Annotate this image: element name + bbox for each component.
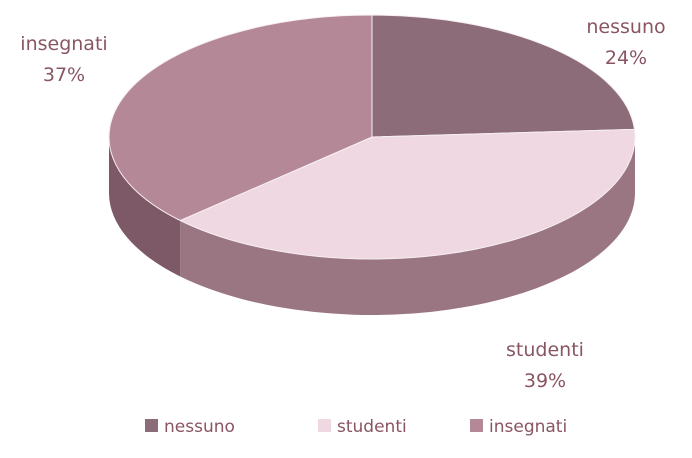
legend-swatch-nessuno: [145, 419, 158, 432]
legend-label-insegnati: insegnati: [489, 417, 567, 437]
slice-side-studenti: [180, 137, 635, 315]
slice-label-nessuno: nessuno: [586, 16, 665, 38]
legend-label-nessuno: nessuno: [164, 417, 235, 437]
slice-nessuno: [371, 14, 636, 138]
slice-label-insegnati: insegnati: [20, 33, 107, 55]
slice-value-nessuno: 24%: [605, 47, 647, 69]
slice-side-insegnati: [109, 137, 181, 277]
slice-value-insegnati: 37%: [43, 64, 85, 86]
pie-sides: [109, 137, 635, 315]
legend: nessuno studenti insegnati: [145, 417, 567, 437]
slice-label-studenti: studenti: [506, 339, 584, 361]
slice-insegnati: [108, 14, 373, 222]
slice-studenti: [179, 128, 636, 260]
pie-tops: [108, 14, 636, 260]
legend-swatch-insegnati: [470, 419, 483, 432]
legend-swatch-studenti: [318, 419, 331, 432]
slice-labels: nessuno 24% studenti 39% insegnati 37%: [20, 16, 665, 392]
slice-value-studenti: 39%: [524, 370, 566, 392]
legend-label-studenti: studenti: [337, 417, 407, 437]
